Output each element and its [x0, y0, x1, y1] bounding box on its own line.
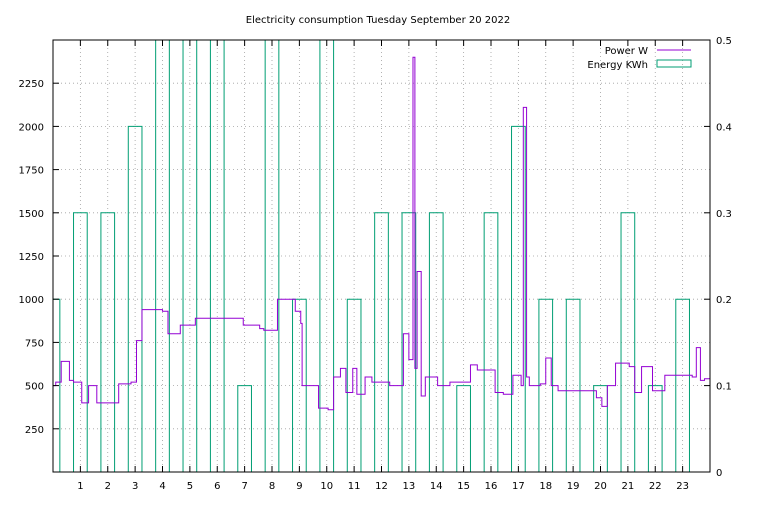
y2-tick-label: 0.1 [716, 382, 732, 393]
y-tick-label: 750 [25, 338, 44, 349]
y2-tick-label: 0.4 [716, 122, 732, 133]
y-tick-label: 1750 [19, 166, 44, 177]
y-tick-label: 1250 [19, 252, 44, 263]
x-tick-label: 8 [269, 481, 275, 492]
energy-bar [237, 385, 252, 472]
x-tick-label: 20 [594, 481, 607, 492]
energy-bar [100, 212, 116, 472]
y-tick-label: 1000 [19, 295, 44, 306]
x-tick-label: 17 [512, 481, 525, 492]
x-tick-label: 2 [105, 481, 111, 492]
energy-bar [675, 298, 690, 472]
axes: 1 2 3 4 5 6 7 8 9 10 11 12 13 14 15 16 17 18 19 20 21 22 23250… [19, 36, 732, 492]
energy-bar [456, 385, 471, 472]
x-tick-label: 19 [567, 481, 580, 492]
y2-tick-label: 0.5 [716, 36, 732, 47]
y-tick-label: 500 [25, 382, 44, 393]
chart-title: Electricity consumption Tuesday Septembe… [246, 15, 510, 26]
power-w-series [53, 56, 710, 411]
energy-bar [428, 212, 444, 472]
y-tick-label: 1500 [19, 209, 44, 220]
x-tick-label: 1 [77, 481, 83, 492]
x-tick-label: 13 [403, 481, 416, 492]
x-tick-label: 23 [676, 481, 689, 492]
energy-bar [346, 298, 362, 472]
y2-tick-label: 0.3 [716, 209, 732, 220]
x-tick-label: 21 [622, 481, 635, 492]
energy-bar [374, 212, 389, 472]
energy-bar [593, 385, 608, 472]
energy-bar [73, 212, 88, 472]
y2-tick-label: 0 [716, 468, 722, 479]
x-tick-label: 10 [320, 481, 333, 492]
legend-label-power: Power W [605, 46, 648, 57]
energy-bar [483, 212, 499, 472]
energy-bar [511, 125, 526, 472]
x-tick-label: 15 [457, 481, 470, 492]
energy-bar [620, 212, 636, 472]
x-tick-label: 16 [485, 481, 498, 492]
x-tick-label: 11 [348, 481, 361, 492]
energy-bar [127, 125, 143, 472]
x-tick-label: 9 [296, 481, 302, 492]
x-tick-label: 6 [214, 481, 220, 492]
y-tick-label: 2000 [19, 122, 44, 133]
y2-tick-label: 0.2 [716, 295, 732, 306]
y-tick-label: 250 [25, 425, 44, 436]
x-tick-label: 14 [430, 481, 443, 492]
energy-bar [565, 298, 581, 472]
x-tick-label: 3 [132, 481, 138, 492]
x-tick-label: 5 [187, 481, 193, 492]
x-tick-label: 7 [241, 481, 247, 492]
legend: Power W Energy KWh [587, 46, 692, 71]
y-tick-label: 2250 [19, 79, 44, 90]
legend-label-energy: Energy KWh [587, 60, 648, 71]
x-tick-label: 12 [375, 481, 388, 492]
x-tick-label: 22 [649, 481, 662, 492]
x-tick-label: 4 [159, 481, 165, 492]
grid [53, 40, 710, 472]
power-line [53, 56, 710, 411]
energy-bar [401, 212, 417, 472]
x-tick-label: 18 [539, 481, 552, 492]
legend-swatch-energy [656, 59, 692, 68]
energy-bar [647, 385, 663, 472]
